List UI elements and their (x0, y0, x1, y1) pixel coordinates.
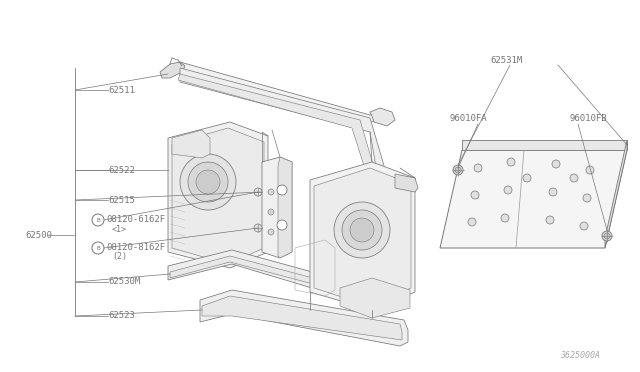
Circle shape (342, 210, 382, 250)
Text: <1>: <1> (112, 224, 127, 234)
Polygon shape (170, 256, 396, 306)
Polygon shape (160, 62, 185, 78)
Polygon shape (310, 162, 415, 310)
Polygon shape (440, 150, 627, 248)
Text: 96010FB: 96010FB (570, 113, 607, 122)
Polygon shape (262, 157, 292, 258)
Polygon shape (340, 278, 410, 318)
Polygon shape (172, 130, 210, 158)
Circle shape (523, 174, 531, 182)
Text: 62511: 62511 (108, 86, 135, 94)
Circle shape (277, 220, 287, 230)
Text: 62522: 62522 (108, 166, 135, 174)
Polygon shape (605, 140, 627, 248)
Circle shape (455, 167, 461, 173)
Circle shape (196, 170, 220, 194)
Text: B: B (96, 246, 100, 250)
Text: 62500: 62500 (25, 231, 52, 240)
Circle shape (334, 202, 390, 258)
Circle shape (92, 214, 104, 226)
Text: 62530M: 62530M (108, 278, 140, 286)
Circle shape (350, 218, 374, 242)
Circle shape (602, 231, 612, 241)
Text: 08120-8162F: 08120-8162F (106, 243, 165, 251)
Circle shape (268, 189, 274, 195)
Circle shape (180, 154, 236, 210)
Polygon shape (462, 140, 627, 150)
Circle shape (188, 162, 228, 202)
Text: B: B (96, 218, 100, 222)
Polygon shape (178, 74, 390, 232)
Polygon shape (200, 290, 408, 346)
Polygon shape (172, 128, 264, 264)
Polygon shape (202, 296, 402, 340)
Circle shape (92, 242, 104, 254)
Circle shape (474, 164, 482, 172)
Polygon shape (168, 250, 400, 312)
Circle shape (277, 185, 287, 195)
Circle shape (501, 214, 509, 222)
Text: 62523: 62523 (108, 311, 135, 321)
Polygon shape (180, 68, 400, 238)
Circle shape (468, 218, 476, 226)
Text: 62531M: 62531M (490, 55, 522, 64)
Circle shape (453, 165, 463, 175)
Text: 96010FA: 96010FA (450, 113, 488, 122)
Polygon shape (278, 157, 292, 258)
Circle shape (583, 194, 591, 202)
Polygon shape (168, 122, 268, 268)
Circle shape (549, 188, 557, 196)
Text: 3625000A: 3625000A (560, 350, 600, 359)
Circle shape (268, 209, 274, 215)
Polygon shape (370, 108, 395, 126)
Text: (2): (2) (112, 253, 127, 262)
Circle shape (268, 229, 274, 235)
Circle shape (604, 233, 610, 239)
Circle shape (570, 174, 578, 182)
Text: 62515: 62515 (108, 196, 135, 205)
Circle shape (504, 186, 512, 194)
Circle shape (471, 191, 479, 199)
Polygon shape (314, 168, 411, 306)
Text: 08120-6162F: 08120-6162F (106, 215, 165, 224)
Circle shape (580, 222, 588, 230)
Circle shape (254, 224, 262, 232)
Circle shape (507, 158, 515, 166)
Circle shape (254, 188, 262, 196)
Circle shape (586, 166, 594, 174)
Polygon shape (395, 174, 418, 192)
Circle shape (546, 216, 554, 224)
Circle shape (552, 160, 560, 168)
Polygon shape (165, 62, 382, 122)
